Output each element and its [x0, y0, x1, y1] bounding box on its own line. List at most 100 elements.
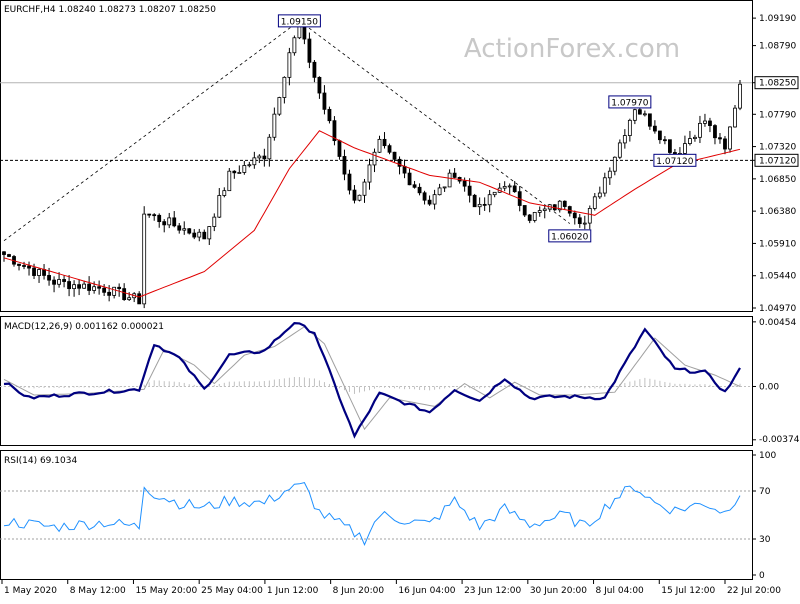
candle — [282, 76, 287, 104]
candle — [607, 167, 612, 185]
candle-body — [532, 212, 537, 221]
candle-body — [72, 284, 76, 290]
price-tick: 1.09190 — [752, 14, 796, 24]
candle-body — [87, 283, 92, 291]
candle — [592, 193, 597, 211]
candle-body — [92, 286, 97, 291]
annotation-box — [608, 95, 652, 109]
time-tick-label: 30 Jun 20:00 — [530, 586, 587, 596]
candle-body — [332, 120, 337, 142]
candle-body — [642, 113, 647, 116]
price-tick: 1.07790 — [752, 110, 796, 120]
candle — [597, 186, 602, 199]
candle-body — [192, 232, 197, 238]
candle — [397, 156, 402, 175]
macd-line — [3, 321, 741, 439]
candle-body — [432, 194, 437, 205]
candle-body — [592, 196, 597, 209]
candle — [557, 200, 562, 213]
candle-body — [472, 194, 477, 208]
price-tick: 1.07120 — [752, 153, 799, 167]
price-tick-label: 1.05440 — [759, 272, 796, 282]
candle — [227, 167, 232, 192]
candle — [42, 264, 46, 280]
candle — [532, 211, 537, 223]
candle-body — [317, 76, 322, 94]
price-tick-label: 1.09190 — [759, 14, 796, 24]
candle — [117, 283, 122, 297]
candle-body — [512, 185, 517, 193]
candle — [477, 197, 482, 215]
price-tick-label: 1.07320 — [759, 143, 796, 153]
candle-body — [102, 287, 107, 293]
price-pane-border — [0, 0, 753, 312]
candle-body — [297, 25, 302, 39]
candle — [698, 115, 702, 144]
candle-body — [232, 170, 237, 174]
candle — [542, 204, 547, 219]
price-tick: 1.08790 — [752, 42, 796, 52]
annotation-label: 1.07970 — [611, 98, 648, 108]
candle-body — [27, 265, 31, 269]
time-tick-label: 1 Jun 12:00 — [267, 586, 319, 596]
candle — [662, 136, 667, 145]
candle — [437, 183, 442, 196]
candle-body — [292, 37, 297, 54]
candle — [627, 118, 632, 142]
candle — [147, 213, 152, 218]
candle — [142, 206, 147, 309]
candle-body — [427, 199, 432, 205]
rsi-tick-label: 70 — [759, 487, 771, 497]
candle — [57, 272, 61, 288]
candle — [652, 120, 657, 134]
symbol-label: EURCHF,H4 — [4, 5, 56, 15]
candle — [132, 292, 137, 303]
candle-body — [252, 157, 257, 166]
candle-body — [177, 225, 182, 231]
candle — [52, 276, 56, 293]
candle-body — [262, 155, 267, 160]
candle — [377, 135, 382, 153]
price-axis: 1.09190 1.08790 1.08250 1.07790 1.07320 1.071… — [752, 14, 799, 314]
candle — [582, 215, 587, 230]
candle-body — [52, 279, 56, 285]
rsi-pane-border — [0, 450, 753, 580]
candle-body — [247, 164, 252, 167]
price-tick-highlight — [754, 153, 799, 167]
candle-body — [302, 25, 307, 40]
candle-body — [577, 217, 582, 225]
price-tick: 1.05910 — [752, 239, 796, 249]
candle-body — [162, 221, 167, 226]
candle — [197, 228, 202, 242]
price-tick: 1.06850 — [752, 175, 796, 185]
candle — [167, 212, 172, 229]
rsi-tick-label: 0 — [759, 571, 765, 581]
price-pane-title: EURCHF,H4 1.08240 1.08273 1.08207 1.0825… — [4, 5, 216, 15]
price-tick: 1.07320 — [752, 143, 796, 153]
candle — [312, 60, 317, 83]
candle — [67, 275, 71, 297]
candle-body — [97, 286, 102, 289]
candle — [537, 206, 542, 217]
candle-body — [182, 228, 187, 231]
time-tick-label: 23 Jun 12:00 — [464, 586, 521, 596]
candle — [512, 181, 517, 193]
candle-body — [693, 136, 697, 139]
candle-body — [662, 139, 667, 142]
candle-body — [537, 210, 542, 213]
candle-body — [42, 269, 46, 276]
candle — [37, 268, 41, 283]
candle — [212, 213, 217, 232]
candle-body — [507, 185, 512, 188]
candle — [102, 284, 107, 296]
candle-body — [527, 214, 532, 221]
candle-body — [452, 172, 457, 178]
price-tick-label: 1.07790 — [759, 110, 796, 120]
macd-histogram — [3, 376, 741, 394]
candle — [733, 105, 737, 128]
candle — [642, 110, 647, 117]
candle — [287, 47, 292, 86]
price-annotation: 1.07120 — [653, 153, 697, 167]
candle — [547, 203, 552, 212]
annotation-box — [653, 153, 697, 167]
